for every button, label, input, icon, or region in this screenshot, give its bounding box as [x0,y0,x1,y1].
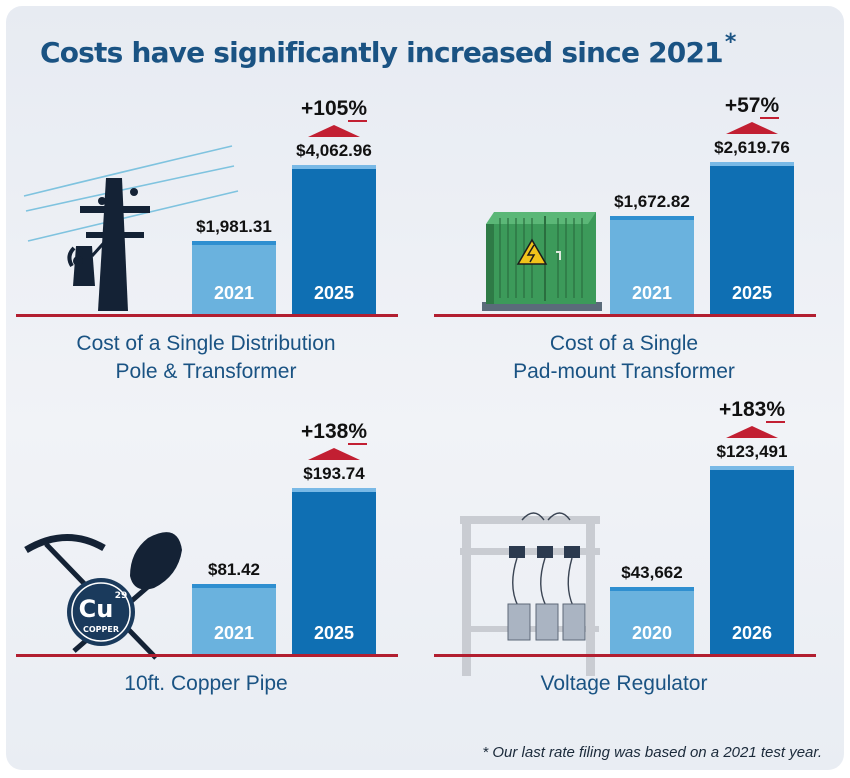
copper-atomic-number: 29 [115,591,128,601]
bar-current-year: 2025 [292,488,376,654]
copper-word: COPPER [83,625,119,634]
bar-year-label: 2020 [631,623,673,643]
increase-arrow-icon [308,125,360,137]
bar-top-cap [292,165,376,169]
increase-arrow-icon [308,448,360,460]
bar-year-label: 2021 [631,283,673,303]
percent-increase-label: +105% [301,97,367,122]
bar-value-label: $43,662 [621,563,683,582]
bar-value-label: $4,062.96 [296,141,372,160]
bar-top-cap [610,587,694,591]
panel-caption: Cost of a Single Pad-mount Transformer [513,332,735,383]
bar-value-label: $81.42 [208,560,260,579]
chart-baseline [16,314,398,317]
bar-top-cap [710,466,794,470]
percent-increase-label: +183% [719,398,785,423]
bar-value-label: $1,672.82 [614,192,690,211]
chart-baseline [434,314,816,317]
bar-baseline-year: 2021 [192,584,276,654]
bar-year-label: 2025 [313,623,355,643]
panel-distribution-pole: 2021 $1,981.31 2025 $4,062.96 +105% Cost of a… [6,86,406,416]
bar-current-year: 2025 [710,162,794,314]
panel-padmount-transformer: 2021 $1,672.82 2025 $2,619.76 +57% Cost of a … [424,86,824,416]
bar-year-label: 2021 [213,623,255,643]
page-title: Costs have significantly increased since… [40,30,736,69]
bar-top-cap [710,162,794,166]
bar-year-label: 2025 [313,283,355,303]
infographic-card: Costs have significantly increased since… [6,6,844,770]
bar-value-label: $2,619.76 [714,138,790,157]
copper-symbol: Cu [79,595,114,623]
chart-baseline [434,654,816,657]
chart-baseline [16,654,398,657]
panel-voltage-regulator: 2020 $43,662 2026 $123,491 +183% Voltage Regu… [424,398,824,756]
bar-year-label: 2021 [213,283,255,303]
utility-pole-icon [23,145,239,311]
voltage-regulator-icon [460,512,600,676]
title-text: Costs have significantly increased since… [40,36,724,69]
bar-baseline-year: 2020 [610,587,694,654]
padmount-transformer-icon [482,212,602,311]
bar-current-year: 2025 [292,165,376,314]
bar-baseline-year: 2021 [192,241,276,314]
bar-baseline-year: 2021 [610,216,694,314]
bar-year-label: 2025 [731,283,773,303]
bar-value-label: $193.74 [303,464,365,483]
panel-caption: Voltage Regulator [540,672,708,695]
bar-current-year: 2026 [710,466,794,654]
bar-top-cap [610,216,694,220]
bar-top-cap [292,488,376,492]
bar-top-cap [192,241,276,245]
percent-increase-label: +138% [301,420,367,445]
percent-increase-label: +57% [724,94,780,119]
panel-caption: Cost of a Single Distribution Pole & Tran… [76,332,336,383]
copper-mining-icon: Cu 29 COPPER [24,532,182,660]
bar-value-label: $123,491 [716,442,788,461]
bar-top-cap [192,584,276,588]
bar-year-label: 2026 [731,623,773,643]
title-asterisk: * [724,30,736,55]
panel-copper-pipe: Cu 29 COPPER 2021 $81.42 2025 $193.74 +138% 1… [6,420,406,756]
increase-arrow-icon [726,122,778,134]
footnote: * Our last rate filing was based on a 20… [482,744,822,761]
panel-caption: 10ft. Copper Pipe [124,672,288,695]
bar-value-label: $1,981.31 [196,217,272,236]
increase-arrow-icon [726,426,778,438]
